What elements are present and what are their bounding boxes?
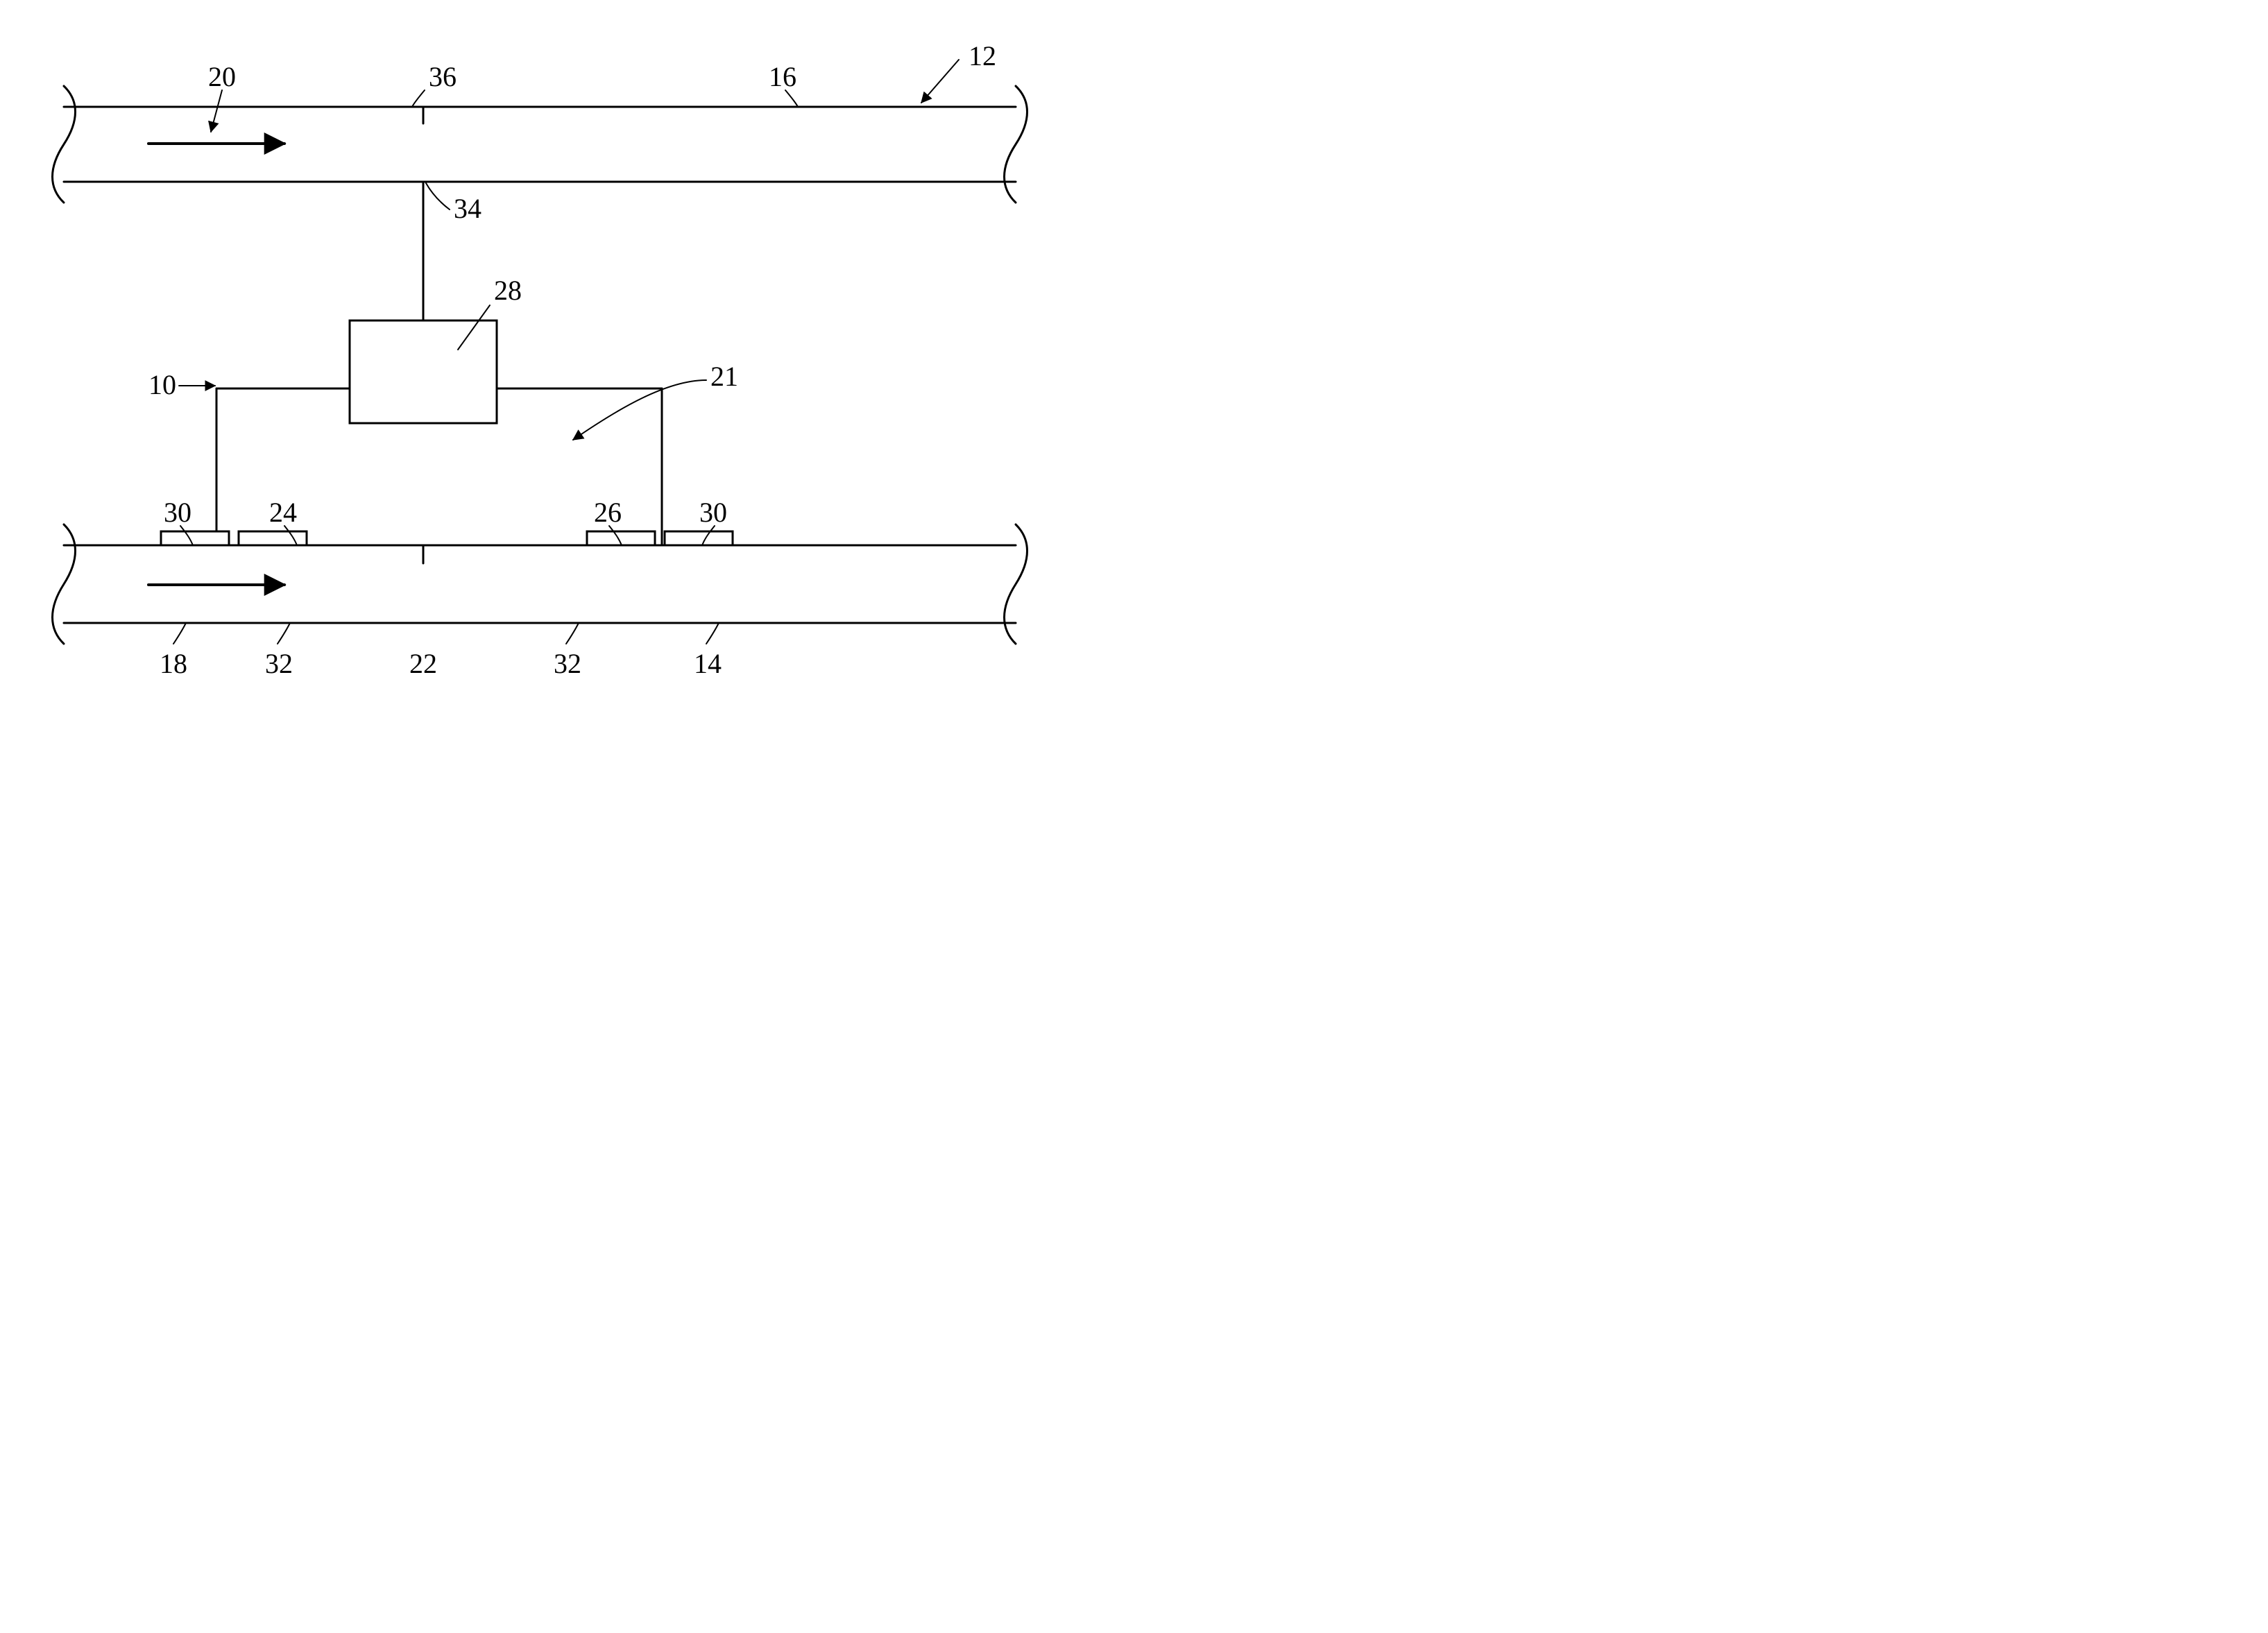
leader-l32R <box>566 623 579 644</box>
label-30-l30R: 30 <box>699 497 727 528</box>
leader-l16 <box>785 90 798 107</box>
technical-figure: 12 16 36 20 34 28 10 21 30 24 26 30 18 32 22 32 14 <box>0 0 1080 778</box>
break-bot-right <box>1005 524 1028 644</box>
label-36-l36: 36 <box>429 61 457 92</box>
box-28 <box>350 320 497 423</box>
label-14-l14: 14 <box>694 648 722 679</box>
label-26-l26: 26 <box>594 497 622 528</box>
sensor-30-right <box>665 531 733 545</box>
label-10-l10: 10 <box>148 369 176 400</box>
leader-l14 <box>706 623 719 644</box>
label-28-l28: 28 <box>494 275 522 306</box>
leader-l32L <box>278 623 290 644</box>
break-bot-left <box>53 524 76 644</box>
label-21-l21: 21 <box>710 361 738 392</box>
label-12-l12: 12 <box>969 40 996 71</box>
label-18-l18: 18 <box>160 648 187 679</box>
leader-l36 <box>412 90 425 107</box>
label-20-l20: 20 <box>208 61 236 92</box>
break-top-left <box>53 86 76 203</box>
leader-l34 <box>426 183 450 210</box>
label-34-l34: 34 <box>454 193 481 224</box>
label-32-l32R: 32 <box>554 648 581 679</box>
label-22-l22: 22 <box>409 648 437 679</box>
leader-l18 <box>173 623 186 644</box>
label-24-l24: 24 <box>269 497 297 528</box>
break-top-right <box>1005 86 1028 203</box>
leader-l20 <box>211 90 222 132</box>
sensor-30-left <box>161 531 229 545</box>
leader-l12 <box>921 60 959 103</box>
label-32-l32L: 32 <box>265 648 293 679</box>
label-16-l16: 16 <box>769 61 796 92</box>
label-30-l30L: 30 <box>164 497 191 528</box>
